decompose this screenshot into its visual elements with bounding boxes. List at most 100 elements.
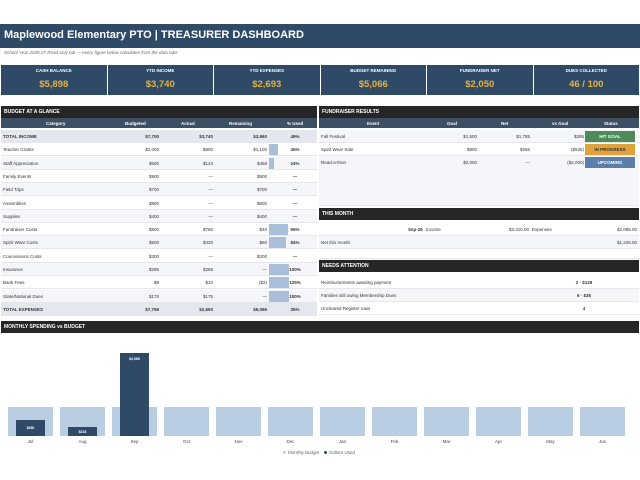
budget-row[interactable]: State/National Dues $175 $175 — 100% <box>1 289 317 303</box>
kpi-value: $5,066 <box>358 79 388 90</box>
budget-row[interactable]: Concessions Costs $300 — $300 — <box>1 250 317 263</box>
kpi-fundraiser-net[interactable]: FUNDRAISER NET $2,050 <box>427 65 533 95</box>
budget-category: TOTAL EXPENSES <box>3 306 44 312</box>
budget-row[interactable]: TOTAL EXPENSES $7,756 $2,693 $5,066 35% <box>1 302 317 316</box>
attention-label: Reimbursements awaiting payment <box>321 280 392 285</box>
x-tick-label: Jun <box>598 439 607 444</box>
legend-dot-icon <box>283 451 286 455</box>
status-badge: UPCOMING <box>585 157 635 168</box>
this-month-spacer <box>319 249 639 259</box>
legend-item-budget: Monthly Budget <box>283 450 319 455</box>
budget-budgeted: $900 <box>148 173 159 179</box>
col-budgeted: Budgeted <box>125 120 146 126</box>
budget-row[interactable]: Spirit Wear Costs $500 $420 $80 84% <box>1 236 317 250</box>
budget-category: Staff Appreciation <box>3 160 39 166</box>
this-month-expenses: $2,085.00 <box>616 227 637 232</box>
fundraiser-vs-goal: $285 <box>573 134 584 139</box>
budget-remaining: $3,960 <box>253 134 267 139</box>
pct-used-bar <box>269 264 289 275</box>
budget-row[interactable]: Teacher Grants $2,000 $900 $1,100 45% <box>1 143 317 157</box>
budget-row[interactable]: Fundraiser Costs $800 $760 $40 95% <box>1 223 317 237</box>
kpi-cash-balance[interactable]: CASH BALANCE $5,898 <box>1 65 107 95</box>
budget-actual: $10 <box>205 280 213 286</box>
budget-pct-used: — <box>292 213 298 219</box>
kpi-label: YTD EXPENSES <box>249 68 284 73</box>
fundraiser-row[interactable]: Spirit Wear Sale $800 $265 ($535) IN PROGRES… <box>319 143 639 156</box>
budget-bar <box>320 406 365 436</box>
pct-used-bar <box>269 290 289 302</box>
this-month-section-title: THIS MONTH <box>322 211 354 217</box>
budget-section-header: BUDGET AT A GLANCE <box>1 106 317 118</box>
fundraiser-goal: $1,500 <box>463 134 477 139</box>
col-pct-used: % Used <box>287 120 304 126</box>
fundraiser-vs-goal: ($2,000) <box>567 160 584 165</box>
budget-row[interactable]: Assemblies $800 — $800 — <box>1 197 317 210</box>
x-tick-label: Jul <box>27 439 34 444</box>
kpi-ytd-income[interactable]: YTD INCOME $3,740 <box>107 65 213 95</box>
budget-budgeted: $700 <box>148 187 159 193</box>
pct-used-bar <box>269 224 288 236</box>
chart-legend: Monthly Budget Dollars Used <box>283 450 355 455</box>
budget-budgeted: $8 <box>153 280 159 286</box>
x-tick-label: Apr <box>494 439 502 444</box>
attention-section-header: NEEDS ATTENTION <box>319 260 639 272</box>
budget-row[interactable]: Bank Fees $8 $10 ($2) 125% <box>1 276 317 290</box>
budget-pct-used: 35% <box>290 306 300 312</box>
spending-section-header: MONTHLY SPENDING vs BUDGET <box>1 321 639 333</box>
budget-row[interactable]: Staff Appreciation $600 $143 $458 24% <box>1 156 317 170</box>
budget-remaining: $700 <box>256 187 267 193</box>
kpi-ytd-expenses[interactable]: YTD EXPENSES $2,693 <box>214 65 320 95</box>
budget-row[interactable]: Field Trips $700 — $700 — <box>1 183 317 197</box>
budget-pct-used: 24% <box>290 160 300 166</box>
budget-bar <box>164 406 209 436</box>
net-this-month-label: Net this month <box>321 240 351 245</box>
x-tick-label: Dec <box>286 439 295 444</box>
budget-remaining: $800 <box>256 200 267 206</box>
budget-pct-used: 45% <box>290 147 300 153</box>
budget-row[interactable]: Family Events $900 — $900 — <box>1 170 317 183</box>
attention-value: 6 · $35 <box>576 293 591 298</box>
budget-category: State/National Dues <box>3 293 44 299</box>
budget-bar <box>424 406 469 436</box>
col-event: Event <box>367 120 380 126</box>
kpi-value: $2,693 <box>252 79 282 90</box>
attention-label: Uncleared Register rows <box>321 306 371 311</box>
pct-used-bar <box>269 277 289 289</box>
legend-label: Dollars Used <box>329 450 356 455</box>
attention-item[interactable]: Uncleared Register rows 4 <box>319 302 639 315</box>
kpi-dues-collected[interactable]: DUES COLLECTED 46 / 100 <box>533 65 639 95</box>
budget-budgeted: $2,000 <box>145 147 159 153</box>
attention-item[interactable]: Reimbursements awaiting payment 2 · $129 <box>319 276 639 289</box>
page-subtitle: School Year 2026-27 Read-only tab — ever… <box>4 50 178 55</box>
budget-row[interactable]: Insurance $285 $285 — 100% <box>1 263 317 276</box>
budget-remaining: ($2) <box>258 280 267 286</box>
kpi-value: $3,740 <box>145 79 175 90</box>
budget-budgeted: $285 <box>148 267 159 272</box>
budget-pct-used: 49% <box>290 134 300 139</box>
budget-category: TOTAL INCOME <box>3 134 37 139</box>
attention-item[interactable]: Families still owing Membership Dues 6 · … <box>319 289 639 302</box>
kpi-label: YTD INCOME <box>146 68 175 73</box>
this-month-month: Sep-26 <box>408 227 423 232</box>
budget-actual: $143 <box>202 160 213 166</box>
budget-pct-used: — <box>292 173 298 179</box>
budget-budgeted: $400 <box>148 213 159 219</box>
fundraiser-net: — <box>525 160 531 165</box>
fundraiser-row[interactable]: Fall Festival $1,500 $1,785 $285 HIT GOAL <box>319 130 639 143</box>
status-badge: IN PROGRESS <box>585 144 635 155</box>
net-this-month-row: Net this month $1,225.00 <box>319 236 639 249</box>
budget-row[interactable]: Supplies $400 — $400 — <box>1 209 317 223</box>
kpi-label: FUNDRAISER NET <box>459 68 500 73</box>
fundraiser-section-header: FUNDRAISER RESULTS <box>319 106 639 118</box>
used-bar <box>120 352 149 436</box>
kpi-row: CASH BALANCE $5,898 YTD INCOME $3,740 YTD … <box>1 65 639 95</box>
kpi-budget-remaining[interactable]: BUDGET REMAINING $5,066 <box>320 65 426 95</box>
attention-value: 2 · $129 <box>575 280 593 285</box>
legend-label: Monthly Budget <box>288 450 320 455</box>
budget-actual: $175 <box>202 293 213 299</box>
budget-actual: $3,740 <box>199 134 213 139</box>
budget-row[interactable]: TOTAL INCOME $7,700 $3,740 $3,960 49% <box>1 130 317 143</box>
attention-value: 4 <box>582 306 586 311</box>
budget-category: Supplies <box>3 213 21 219</box>
budget-category: Family Events <box>3 173 32 179</box>
